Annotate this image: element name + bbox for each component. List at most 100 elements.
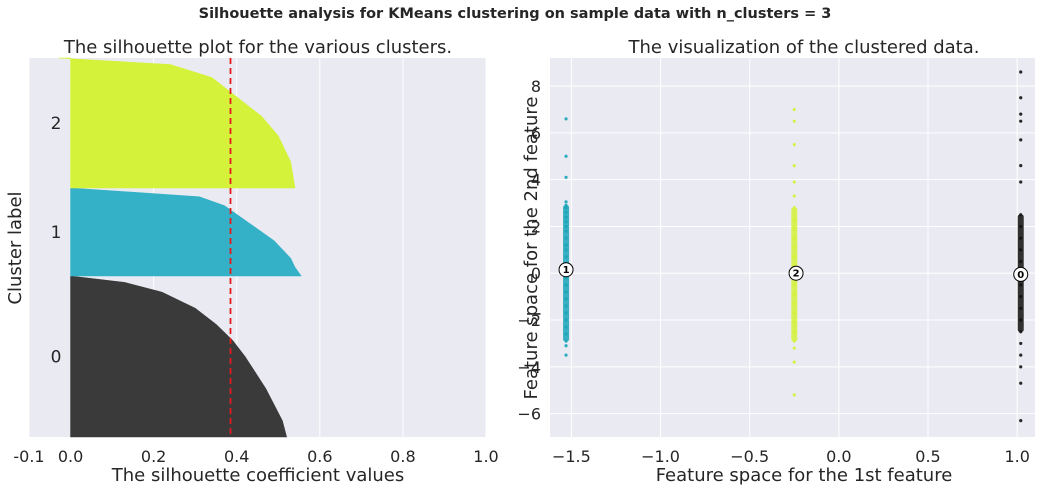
scatter-point [1019,341,1023,346]
silhouette-cluster-label: 0 [51,348,62,368]
scatter-point [1019,96,1023,100]
scatter-point [1019,224,1023,229]
scatter-point [564,283,568,287]
scatter-point [564,229,568,233]
scatter-point [564,215,568,219]
scatter-point [792,164,796,168]
scatter-x-axis-label: Feature space for the 1st feature [656,465,953,486]
scatter-point [564,353,568,357]
silhouette-cluster-labels: 0 1 2 [51,114,62,368]
scatter-point [1019,164,1023,168]
scatter-point [564,248,568,252]
scatter-x-tick-label: −0.5 [730,447,769,466]
scatter-point [792,283,796,287]
scatter-point [792,245,796,250]
scatter-point [792,194,796,198]
scatter-point [1019,330,1023,334]
scatter-point [1019,213,1023,217]
scatter-x-tick-label: 0.0 [826,447,851,466]
scatter-y-tick-label: 8 [531,77,541,96]
scatter-center-marker [558,262,574,278]
scatter-x-ticks: −1.5 −1.0 −0.5 0.0 0.5 1.0 [552,447,1030,466]
scatter-point [792,320,796,324]
scatter-point [1019,70,1023,74]
silhouette-x-tick-label: -0.1 [13,447,44,466]
silhouette-x-tick-label: 0.6 [307,447,332,466]
scatter-point [1019,138,1023,142]
scatter-point [564,117,568,121]
scatter-point [792,292,796,296]
scatter-point [564,325,568,329]
figure-suptitle: Silhouette analysis for KMeans clusterin… [199,6,832,22]
scatter-point [564,318,568,322]
scatter-point [1019,248,1023,252]
scatter-center-label: 1 [563,265,570,276]
scatter-center-label: 2 [793,269,800,280]
scatter-point [792,107,796,112]
scatter-y-axis-label: Feature space for the 2nd feature [521,97,542,400]
scatter-point [564,304,568,308]
scatter-point [792,142,796,147]
scatter-point [792,217,796,222]
silhouette-cluster-shapes [58,57,302,438]
scatter-y-tick-label: 6 [531,124,541,143]
silhouette-cluster-label: 2 [51,114,62,134]
scatter-point [1019,236,1023,240]
scatter-point [1019,180,1023,184]
scatter-y-tick-label: 0 [531,264,541,283]
scatter-point [564,339,568,343]
scatter-point [564,311,568,315]
scatter-point [1019,365,1023,369]
scatter-point [1019,381,1023,385]
scatter-point [564,200,568,204]
scatter-center-marker [788,265,804,281]
scatter-point [792,255,796,259]
scatter-point [564,210,568,215]
scatter-x-tick-label: −1.0 [641,447,680,466]
scatter-point [1019,353,1023,357]
scatter-point [564,203,568,207]
scatter-point [1019,419,1023,423]
scatter-point [792,119,796,123]
scatter-points [563,70,1024,423]
scatter-point [564,154,568,158]
scatter-point [1019,306,1023,310]
silhouette-cluster-2 [58,57,296,189]
silhouette-cluster-0 [70,275,287,438]
silhouette-x-tick-label: 0.4 [224,447,249,466]
silhouette-y-axis-label: Cluster label [5,191,26,304]
scatter-point [792,236,796,240]
scatter-point [1019,119,1023,123]
scatter-point [792,346,796,350]
silhouette-x-axis-label: The silhouette coefficient values [111,465,404,486]
scatter-point [1019,112,1023,116]
silhouette-panel: The silhouette plot for the various clus… [5,37,499,486]
scatter-point [792,339,796,343]
scatter-point [792,206,796,210]
scatter-y-tick-label: 2 [531,217,541,236]
silhouette-cluster-label: 1 [51,223,62,243]
scatter-point [792,330,796,334]
silhouette-x-tick-label: 0.8 [390,447,415,466]
scatter-x-tick-label: 1.0 [1004,447,1029,466]
silhouette-x-tick-label: 1.0 [473,447,498,466]
silhouette-x-tick-label: 0.0 [58,447,83,466]
scatter-center-marker [1013,266,1029,282]
scatter-point [564,243,568,247]
scatter-y-tick-label: 4 [531,171,541,190]
scatter-point [792,302,796,306]
scatter-point [564,224,568,229]
scatter-point [792,227,796,231]
scatter-point [564,332,568,336]
scatter-point [1019,318,1023,322]
scatter-title: The visualization of the clustered data. [628,37,980,58]
scatter-point [564,206,568,210]
scatter-x-tick-label: −1.5 [552,447,591,466]
scatter-panel: The visualization of the clustered data.… [517,37,1035,486]
scatter-point [564,220,568,224]
scatter-point [792,360,796,364]
silhouette-x-ticks: -0.1 0.0 0.2 0.4 0.6 0.8 1.0 [13,447,498,466]
silhouette-cluster-1 [70,187,302,277]
scatter-point [1019,259,1023,264]
